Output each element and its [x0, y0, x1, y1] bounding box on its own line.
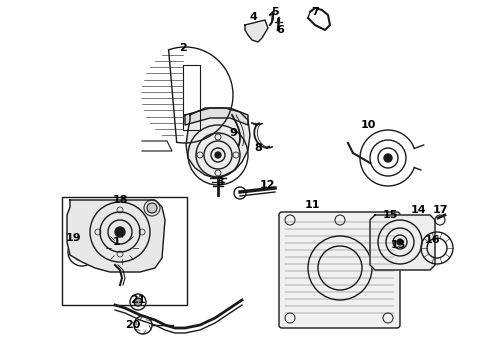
Text: 2: 2 — [179, 43, 187, 53]
Circle shape — [215, 152, 221, 158]
Circle shape — [384, 154, 392, 162]
Text: 9: 9 — [229, 128, 237, 138]
Text: 16: 16 — [424, 235, 440, 245]
Text: 1: 1 — [113, 237, 121, 247]
Polygon shape — [245, 20, 268, 42]
Text: 12: 12 — [259, 180, 275, 190]
Text: 11: 11 — [304, 200, 320, 210]
Text: 7: 7 — [311, 7, 319, 17]
Text: 13: 13 — [391, 240, 406, 250]
Bar — [62, 197, 187, 305]
Text: 3: 3 — [216, 177, 224, 187]
Circle shape — [115, 227, 125, 237]
Text: 8: 8 — [254, 143, 262, 153]
Circle shape — [78, 248, 86, 256]
Text: 20: 20 — [125, 320, 141, 330]
Text: 18: 18 — [112, 195, 128, 205]
Polygon shape — [67, 200, 165, 272]
FancyBboxPatch shape — [279, 212, 400, 328]
Text: 19: 19 — [65, 233, 81, 243]
Polygon shape — [370, 215, 435, 270]
Text: 4: 4 — [249, 12, 257, 22]
Circle shape — [147, 203, 157, 213]
Text: 21: 21 — [130, 295, 146, 305]
Text: 5: 5 — [271, 7, 279, 17]
Text: 15: 15 — [382, 210, 398, 220]
Circle shape — [397, 239, 403, 245]
Text: 17: 17 — [432, 205, 448, 215]
Polygon shape — [185, 108, 248, 125]
Text: 6: 6 — [276, 25, 284, 35]
Circle shape — [134, 298, 142, 306]
Text: 10: 10 — [360, 120, 376, 130]
Text: 14: 14 — [410, 205, 426, 215]
Polygon shape — [186, 108, 250, 178]
